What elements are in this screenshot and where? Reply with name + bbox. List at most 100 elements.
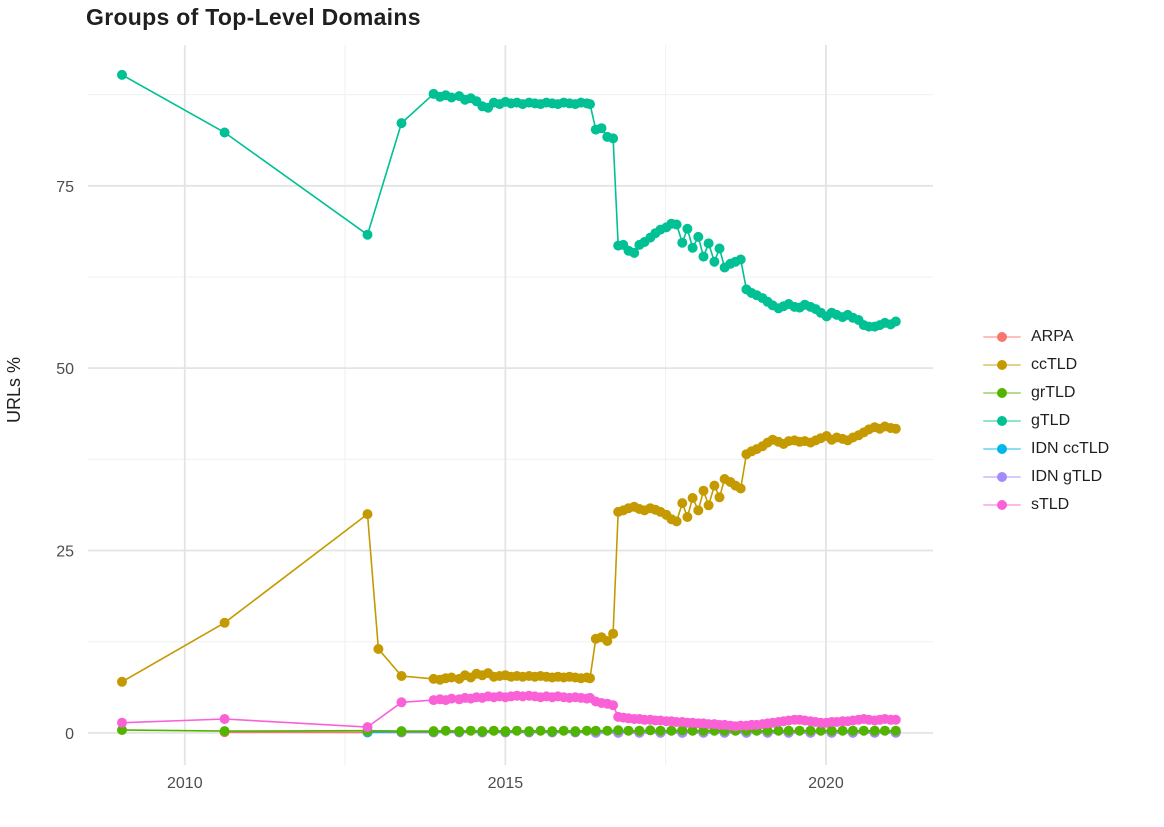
- data-point-cctld: [890, 423, 901, 434]
- y-tick-label: 75: [56, 179, 74, 196]
- y-tick-label: 50: [56, 361, 74, 378]
- data-point-stld: [117, 717, 127, 728]
- data-point-grtld: [602, 725, 613, 736]
- legend-key-icon: [983, 442, 1021, 456]
- data-point-grtld: [677, 725, 688, 736]
- data-point-gtld: [446, 92, 457, 103]
- data-point-grtld: [783, 725, 794, 736]
- data-point-cctld: [602, 636, 613, 646]
- data-point-cctld: [396, 671, 407, 681]
- data-point-gtld: [677, 237, 688, 248]
- series-line-cctld: [121, 425, 896, 683]
- data-point-grtld: [613, 725, 624, 736]
- data-point-cctld: [219, 617, 230, 628]
- data-point-gtld: [608, 133, 619, 144]
- data-point-grtld: [558, 725, 569, 736]
- data-point-grtld: [500, 726, 511, 737]
- legend-label: sTLD: [1031, 496, 1070, 513]
- data-point-grtld: [869, 725, 880, 736]
- data-point-cctld: [682, 512, 693, 522]
- data-point-stld: [362, 722, 373, 733]
- legend: ARPA ccTLD grTLD gTLD IDN ccTLD IDN gTLD…: [983, 323, 1109, 519]
- series-line-gtld: [121, 74, 897, 328]
- data-point-grtld: [645, 725, 656, 736]
- data-point-cctld: [698, 485, 709, 496]
- data-point-gtld: [890, 316, 901, 327]
- legend-label: IDN gTLD: [1031, 468, 1103, 485]
- x-tick-label: 2015: [488, 775, 524, 792]
- data-point-gtld: [714, 243, 725, 254]
- data-point-grtld: [547, 726, 558, 737]
- legend-item-grtld: grTLD: [983, 379, 1109, 407]
- data-point-gtld: [219, 127, 230, 138]
- data-point-cctld: [677, 498, 688, 509]
- data-point-cctld: [709, 480, 720, 491]
- legend-item-arpa: ARPA: [983, 323, 1109, 351]
- data-point-cctld: [735, 483, 746, 494]
- data-point-gtld: [687, 242, 698, 253]
- data-point-grtld: [634, 725, 645, 736]
- data-point-gtld: [703, 238, 714, 249]
- data-point-grtld: [477, 726, 488, 737]
- data-point-stld: [608, 700, 619, 711]
- legend-key-icon: [983, 414, 1021, 428]
- data-point-grtld: [581, 725, 592, 736]
- legend-item-cctld: ccTLD: [983, 351, 1109, 379]
- data-point-grtld: [117, 725, 127, 735]
- legend-item-gtld: gTLD: [983, 407, 1109, 435]
- data-point-grtld: [396, 726, 407, 737]
- data-point-gtld: [735, 254, 746, 265]
- data-point-grtld: [794, 725, 805, 736]
- legend-key-icon: [983, 498, 1021, 512]
- data-point-gtld: [709, 256, 720, 267]
- data-point-cctld: [373, 644, 384, 654]
- data-point-stld: [396, 697, 407, 708]
- data-point-gtld: [682, 223, 693, 234]
- x-tick-label: 2010: [167, 775, 203, 792]
- data-point-cctld: [714, 492, 725, 503]
- x-tick-label: 2020: [808, 775, 844, 792]
- data-point-grtld: [847, 725, 858, 736]
- legend-key-icon: [983, 330, 1021, 344]
- data-point-grtld: [879, 725, 890, 736]
- data-point-grtld: [890, 725, 901, 736]
- data-point-gtld: [629, 247, 640, 258]
- data-point-gtld: [396, 118, 407, 129]
- y-tick-label: 25: [56, 544, 74, 561]
- legend-label: grTLD: [1031, 384, 1076, 401]
- data-point-gtld: [698, 251, 709, 262]
- data-point-gtld: [585, 99, 595, 110]
- data-point-cctld: [608, 628, 619, 639]
- data-point-grtld: [590, 725, 601, 736]
- legend-item-idn-gtld: IDN gTLD: [983, 463, 1109, 491]
- data-point-grtld: [524, 726, 535, 737]
- data-point-grtld: [687, 725, 698, 736]
- data-point-grtld: [440, 725, 451, 736]
- data-point-cctld: [703, 500, 714, 511]
- legend-key-icon: [983, 386, 1021, 400]
- legend-label: ARPA: [1031, 328, 1074, 345]
- data-point-grtld: [488, 725, 499, 736]
- legend-label: ccTLD: [1031, 356, 1078, 373]
- data-point-grtld: [465, 725, 476, 736]
- data-point-gtld: [362, 229, 373, 240]
- data-point-grtld: [773, 725, 784, 736]
- data-point-grtld: [454, 726, 465, 737]
- legend-item-stld: sTLD: [983, 491, 1109, 519]
- data-point-cctld: [687, 493, 698, 503]
- data-point-stld: [219, 714, 230, 724]
- data-point-stld: [890, 714, 901, 725]
- data-point-grtld: [655, 725, 666, 736]
- data-point-gtld: [117, 69, 127, 80]
- data-point-grtld: [623, 725, 634, 736]
- data-point-grtld: [511, 725, 522, 736]
- y-tick-label: 0: [65, 726, 74, 743]
- data-point-grtld: [837, 725, 848, 736]
- data-point-cctld: [671, 516, 682, 527]
- data-point-grtld: [428, 726, 439, 737]
- legend-key-icon: [983, 358, 1021, 372]
- data-point-gtld: [671, 219, 682, 230]
- data-point-cctld: [362, 509, 373, 520]
